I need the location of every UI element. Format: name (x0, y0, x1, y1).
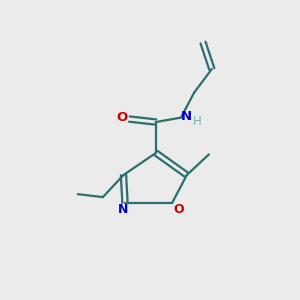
Text: N: N (118, 203, 129, 216)
Text: N: N (181, 110, 192, 123)
Text: H: H (193, 115, 202, 128)
Text: O: O (116, 111, 128, 124)
Text: O: O (173, 203, 184, 216)
